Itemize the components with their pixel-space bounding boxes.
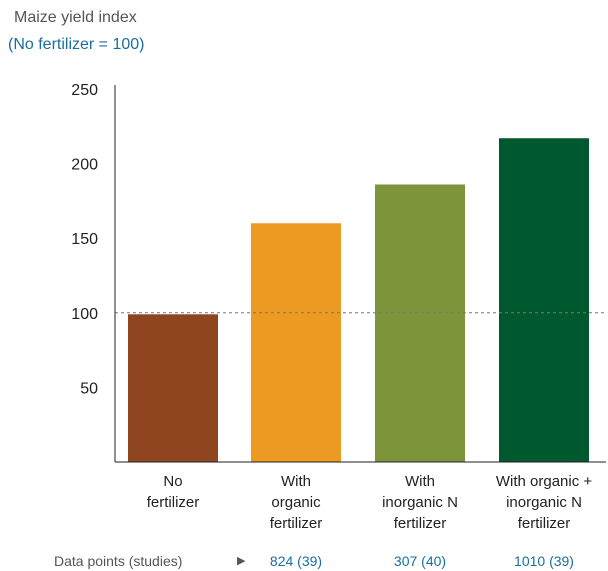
data-points-label: Data points (studies): [54, 553, 183, 569]
y-tick-label: 200: [71, 157, 98, 174]
chart-subtitle: (No fertilizer = 100): [8, 36, 145, 53]
data-points-value: 1010 (39): [514, 553, 574, 569]
play-arrow-icon: ▶: [237, 555, 246, 567]
bar-3: [375, 184, 465, 462]
y-tick-label: 250: [71, 82, 98, 99]
category-label: With organic fertilizer: [270, 473, 323, 532]
y-tick-label: 100: [71, 306, 98, 323]
bar-2: [251, 223, 341, 462]
y-tick-label: 50: [80, 380, 98, 397]
y-tick-label: 150: [71, 231, 98, 248]
bar-1: [128, 314, 218, 462]
category-label: No fertilizer: [147, 473, 200, 511]
chart-title: Maize yield index: [14, 9, 137, 26]
data-points-value: 307 (40): [393, 553, 447, 569]
data-points-value: 824 (39): [269, 553, 323, 569]
bar-4: [499, 138, 589, 462]
